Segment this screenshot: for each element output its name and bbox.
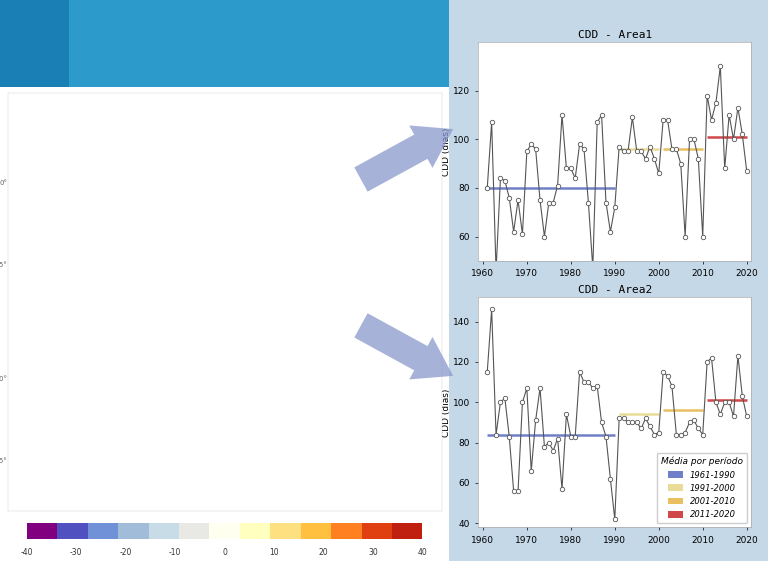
Text: 0: 0 xyxy=(222,548,227,557)
Text: -30°: -30° xyxy=(0,376,7,382)
Title: CDD - Area2: CDD - Area2 xyxy=(578,285,652,295)
Text: 20: 20 xyxy=(319,548,329,557)
Polygon shape xyxy=(75,166,161,256)
Polygon shape xyxy=(267,359,319,420)
Y-axis label: CDD (dias): CDD (dias) xyxy=(442,388,452,436)
Polygon shape xyxy=(259,265,289,318)
Polygon shape xyxy=(216,236,301,379)
Bar xyxy=(148,523,179,539)
Polygon shape xyxy=(75,207,174,297)
Text: -15°: -15° xyxy=(0,261,7,268)
Polygon shape xyxy=(225,236,301,359)
Legend: 1961-1990, 1991-2000, 2001-2010, 2011-2020: 1961-1990, 1991-2000, 2001-2010, 2011-20… xyxy=(657,453,747,523)
Text: -10: -10 xyxy=(169,548,181,557)
Text: -30: -30 xyxy=(70,548,83,557)
Bar xyxy=(240,523,270,539)
Text: 0°: 0° xyxy=(0,180,7,186)
Polygon shape xyxy=(289,207,344,379)
Title: CDD - Area1: CDD - Area1 xyxy=(578,30,652,40)
Bar xyxy=(118,523,148,539)
Polygon shape xyxy=(190,359,289,420)
Bar xyxy=(58,523,88,539)
Text: -20: -20 xyxy=(120,548,132,557)
Bar xyxy=(301,523,331,539)
Y-axis label: CDD (dias): CDD (dias) xyxy=(442,127,452,176)
Bar xyxy=(210,523,240,539)
Bar xyxy=(331,523,362,539)
Text: 10: 10 xyxy=(270,548,279,557)
Text: -45°: -45° xyxy=(0,458,7,464)
Bar xyxy=(88,523,118,539)
Bar xyxy=(362,523,392,539)
Bar xyxy=(179,523,210,539)
Text: -40: -40 xyxy=(21,548,33,557)
Bar xyxy=(270,523,301,539)
Bar xyxy=(27,523,58,539)
Text: Anomalia CDD 2011–2020 (dias): Anomalia CDD 2011–2020 (dias) xyxy=(121,103,328,116)
Polygon shape xyxy=(131,154,216,248)
Text: 30: 30 xyxy=(368,548,378,557)
Bar xyxy=(392,523,422,539)
Text: 40: 40 xyxy=(418,548,427,557)
Polygon shape xyxy=(331,207,396,318)
